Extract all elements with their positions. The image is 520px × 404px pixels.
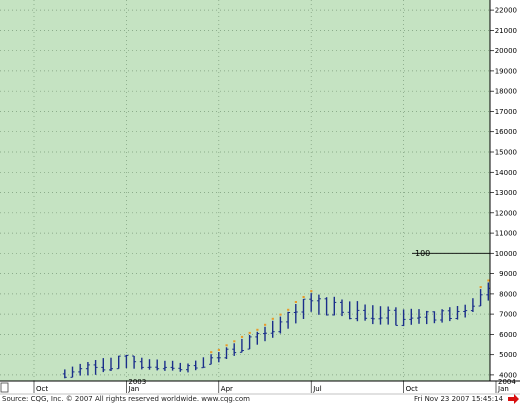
x-tick-label: Oct bbox=[36, 385, 48, 393]
y-tick-label: 9000 bbox=[499, 270, 517, 278]
new-high-mark bbox=[217, 349, 220, 351]
year-label: 2003 bbox=[128, 378, 146, 386]
y-tick-label: 4000 bbox=[499, 371, 517, 379]
y-tick-label: 18000 bbox=[495, 88, 517, 96]
new-high-mark bbox=[302, 296, 305, 298]
reference-label: 100 bbox=[415, 249, 430, 258]
y-tick-label: 15000 bbox=[495, 149, 517, 157]
x-axis: OctJanAprJulOctJanAprJulOct20032004 bbox=[33, 378, 516, 393]
x-tick-label: Jul bbox=[312, 385, 322, 393]
new-high-mark bbox=[248, 331, 251, 334]
new-high-mark bbox=[294, 301, 297, 303]
new-high-mark bbox=[479, 286, 482, 289]
new-high-mark bbox=[233, 340, 236, 343]
y-tick-label: 20000 bbox=[495, 47, 517, 55]
y-tick-label: 7000 bbox=[499, 311, 517, 319]
new-high-mark bbox=[287, 308, 290, 311]
new-high-mark bbox=[240, 335, 244, 338]
new-high-mark bbox=[225, 344, 228, 347]
x-tick-label: Jan bbox=[497, 385, 509, 393]
new-high-mark bbox=[256, 328, 259, 331]
y-tick-label: 5000 bbox=[499, 351, 517, 359]
y-tick-label: 22000 bbox=[495, 7, 517, 15]
reference-line-group: 100 bbox=[412, 249, 520, 258]
y-tick-label: 14000 bbox=[495, 169, 517, 177]
x-tick-label: Jan bbox=[127, 385, 139, 393]
x-axis-panel bbox=[0, 381, 520, 394]
timestamp: Fri Nov 23 2007 15:45:14 bbox=[414, 395, 504, 403]
year-label: 2004 bbox=[498, 378, 516, 386]
x-tick-label: Oct bbox=[406, 385, 418, 393]
new-high-mark bbox=[487, 279, 490, 282]
y-tick-label: 16000 bbox=[495, 128, 517, 136]
y-tick-label: 17000 bbox=[495, 108, 517, 116]
grid bbox=[0, 0, 497, 381]
new-high-mark bbox=[210, 351, 213, 354]
plot-area bbox=[0, 0, 490, 381]
y-axis: 4000 5000 6000 7000 8000 9000 10000 11000 12000 1… bbox=[490, 7, 517, 379]
y-tick-label: 11000 bbox=[495, 230, 517, 238]
y-tick-label: 12000 bbox=[495, 209, 517, 217]
source-credit: Source: CQG, Inc. © 2007 All rights rese… bbox=[2, 395, 250, 403]
new-high-mark bbox=[310, 290, 313, 293]
y-tick-label: 13000 bbox=[495, 189, 517, 197]
y-tick-label: 6000 bbox=[499, 331, 517, 339]
y-tick-label: 21000 bbox=[495, 27, 517, 35]
new-high-mark bbox=[279, 313, 282, 316]
y-tick-label: 19000 bbox=[495, 67, 517, 75]
new-high-mark bbox=[271, 317, 274, 320]
x-tick-label: Apr bbox=[221, 385, 233, 393]
price-bars bbox=[62, 265, 520, 379]
y-tick-label: 8000 bbox=[499, 290, 517, 298]
scroll-left-box[interactable] bbox=[0, 382, 9, 393]
new-high-mark bbox=[264, 323, 267, 326]
y-axis-panel bbox=[490, 0, 520, 381]
scroll-right-arrow-icon[interactable] bbox=[508, 394, 519, 404]
y-tick-label: 10000 bbox=[495, 250, 517, 258]
